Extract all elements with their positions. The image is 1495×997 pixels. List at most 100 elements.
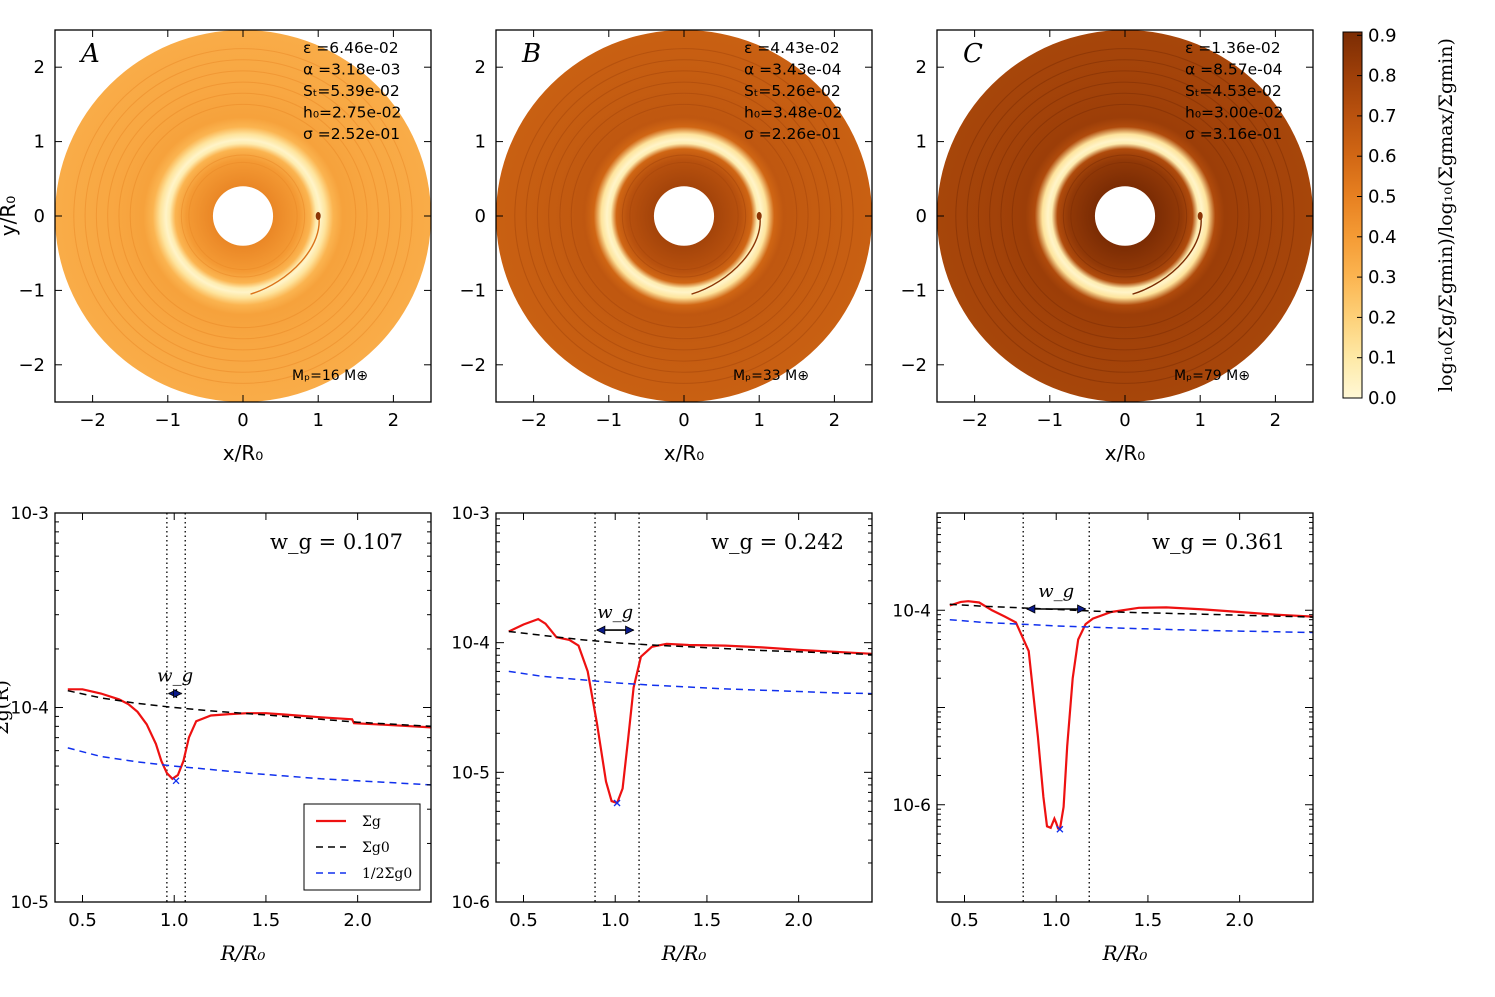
panel-letter: A	[79, 39, 100, 69]
wg-arrow-head-right	[1077, 604, 1087, 614]
profile-panel-C-profile: w_g 0.5 1.0 1.5 2.0 10-4 10-6 R/R₀ w_g = 0.361	[892, 512, 1314, 965]
y-tick-label: −1	[18, 280, 45, 301]
colorbar-tick-label: 0.1	[1368, 348, 1397, 369]
x-tick-label: 2.0	[1225, 910, 1254, 931]
x-tick-label: 2.0	[784, 910, 813, 931]
axes-frame	[495, 512, 873, 903]
disk-ring	[629, 161, 739, 271]
disk-panel-C: −2 −1 0 1 2 2 1 0 −1 −2 x/R₀ C ε =1.36e-02 α =8.57e-0…	[900, 29, 1314, 465]
disk-ring	[129, 103, 357, 329]
disk-panel-A: −2 −1 0 1 2 2 1 0 −1 −2 x/R₀ y/R₀ A ε =6.46e-02 α =3.1…	[0, 29, 432, 465]
x-axis-label: R/R₀	[220, 941, 266, 965]
colorbar-tick-label: 0.9	[1368, 25, 1397, 46]
x-tick-label: 1	[753, 410, 764, 431]
wg-arrow-label: w_g	[597, 602, 633, 623]
x-axis-label: x/R₀	[1105, 441, 1146, 465]
y-tick-label: 2	[916, 57, 927, 78]
y-tick-label: 0	[34, 206, 45, 227]
param-text: α =8.57e-04	[1185, 61, 1283, 79]
disk-ring	[73, 48, 413, 384]
wg-arrow-label: w_g	[1038, 581, 1074, 602]
param-text: Sₜ=5.39e-02	[303, 82, 400, 100]
x-tick-label: 1.0	[601, 910, 630, 931]
param-text: σ =2.52e-01	[303, 125, 400, 143]
wg-arrow-head-right	[173, 688, 183, 699]
disk-ring	[1062, 154, 1188, 278]
plot-area	[949, 513, 1313, 902]
disk-ring	[107, 81, 379, 351]
y-axis-label: y/R₀	[0, 196, 20, 237]
x-axis-label: x/R₀	[223, 441, 264, 465]
colorbar-tick-label: 0.7	[1368, 106, 1397, 127]
y-tick-label: 10-3	[10, 504, 49, 524]
x-tick-label: 1.5	[1134, 910, 1163, 931]
profile-panels: w_g 0.5 1.0 1.5 2.0 10-3 10-4 10-5 R/R₀ Σg(R) w_g …	[0, 504, 1314, 965]
disk-ring	[559, 92, 809, 340]
y-tick-label: −2	[459, 355, 486, 376]
x-tick-label: 2	[388, 410, 399, 431]
colorbar: 0.0 0.1 0.2 0.3 0.4 0.5 0.6 0.7 0.8 0.9 log₁₀(Σg/Σ…	[1342, 25, 1457, 409]
x-tick-label: 0.5	[68, 910, 97, 931]
series-line-sigma-g	[508, 617, 872, 805]
y-tick-label: 2	[475, 57, 486, 78]
plot-area	[508, 513, 872, 902]
x-tick-label: 2	[829, 410, 840, 431]
x-tick-label: 1	[1194, 410, 1205, 431]
x-tick-label: 0.5	[509, 910, 538, 931]
panel-letter: C	[963, 39, 983, 69]
x-axis-label: x/R₀	[664, 441, 705, 465]
axes-frame	[936, 512, 1314, 903]
disk-ring	[955, 48, 1295, 384]
x-tick-label: −1	[596, 410, 623, 431]
disk-inner-hole	[1094, 186, 1156, 246]
x-tick-label: 0	[1119, 410, 1130, 431]
colorbar-strip	[1342, 31, 1363, 399]
param-text: σ =2.26e-01	[744, 125, 841, 143]
disk-ring	[989, 81, 1261, 351]
y-tick-label: 10-6	[892, 796, 931, 816]
disk-ring	[966, 59, 1284, 373]
y-tick-label: 2	[34, 57, 45, 78]
x-tick-label: −1	[1037, 410, 1064, 431]
disk-ring	[570, 103, 798, 329]
disk-ring	[525, 59, 843, 373]
colorbar-label: log₁₀(Σg/Σgmin)/log₁₀(Σgmax/Σgmin)	[1435, 38, 1457, 392]
disk-ring	[536, 70, 832, 362]
colorbar-tick-label: 0.5	[1368, 187, 1397, 208]
y-tick-label: −1	[900, 280, 927, 301]
wg-arrow-label: w_g	[157, 666, 193, 687]
planet-mass-label: Mₚ=33 M⊕	[733, 368, 809, 384]
planet-marker	[756, 212, 762, 220]
legend-label: 1/2Σg0	[362, 866, 412, 882]
y-tick-label: −2	[18, 355, 45, 376]
colorbar-tick-label: 0.6	[1368, 146, 1397, 167]
y-tick-label: 1	[916, 132, 927, 153]
colorbar-tick-label: 0.2	[1368, 307, 1397, 328]
y-tick-label: 0	[475, 206, 486, 227]
y-tick-label: 10-4	[892, 601, 931, 621]
spiral-wake	[691, 212, 761, 295]
disk-ring	[188, 161, 298, 271]
disk-ring	[1011, 103, 1239, 329]
y-tick-label: 10-4	[10, 699, 49, 719]
planet-marker	[315, 212, 321, 220]
wg-arrow-head-right	[625, 625, 635, 635]
param-text: h₀=2.75e-02	[303, 104, 401, 122]
wg-arrow-head-left	[595, 625, 606, 635]
x-tick-label: 1.0	[1042, 910, 1071, 931]
x-tick-label: 0	[678, 410, 689, 431]
x-tick-label: −2	[961, 410, 988, 431]
minimum-marker	[172, 777, 180, 785]
x-tick-label: 1.5	[693, 910, 722, 931]
x-tick-label: −2	[520, 410, 547, 431]
disk-inner-hole	[212, 186, 274, 246]
colorbar-tick-label: 0.8	[1368, 66, 1397, 87]
planet-marker	[1197, 212, 1203, 220]
series-line-sigma-g	[949, 600, 1313, 831]
y-tick-label: 1	[475, 132, 486, 153]
minimum-marker	[613, 799, 621, 807]
series-line-sigma-g0	[508, 630, 872, 656]
y-axis-label: Σg(R)	[0, 680, 13, 735]
param-text: Sₜ=4.53e-02	[1185, 82, 1282, 100]
y-tick-label: 10-4	[451, 634, 490, 654]
